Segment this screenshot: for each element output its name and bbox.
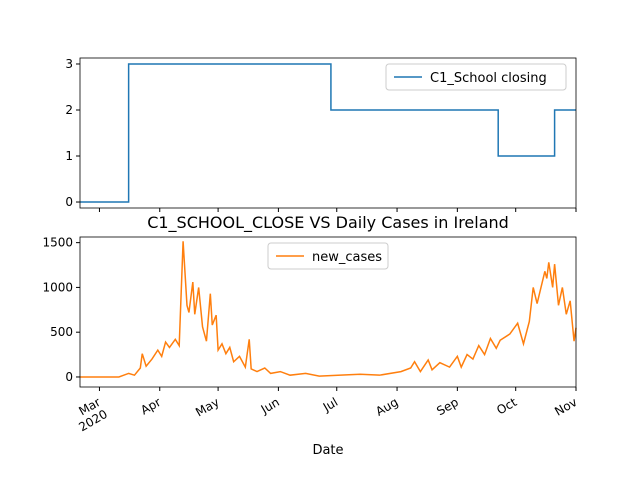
- plot-frame: [79, 57, 577, 209]
- y-tick-label: 2: [65, 103, 73, 117]
- legend-box: [267, 242, 389, 270]
- y-tick-label: 3: [65, 57, 73, 71]
- y-tick-label: 1000: [42, 280, 73, 294]
- y-tick-label: 0: [65, 195, 73, 209]
- y-tick-label: 1: [65, 149, 73, 163]
- data-line: [80, 63, 576, 203]
- chart-title: C1_SCHOOL_CLOSE VS Daily Cases in Irelan…: [147, 213, 509, 233]
- x-tick-label: Aug: [373, 395, 400, 419]
- legend-box: [385, 63, 567, 91]
- legend-label: C1_School closing: [430, 71, 547, 86]
- y-tick-label: 500: [50, 325, 73, 339]
- x-tick-label: Nov: [552, 395, 579, 419]
- plot-frame: [79, 236, 577, 388]
- x-tick-label: Mar2020: [69, 395, 109, 434]
- x-tick-label: Apr: [138, 395, 163, 418]
- y-tick-label: 1500: [42, 236, 73, 250]
- x-tick-label: May: [193, 395, 221, 420]
- x-tick-label: Oct: [494, 395, 519, 418]
- legend-label: new_cases: [312, 250, 382, 265]
- data-line: [80, 241, 577, 378]
- x-tick-label: Sep: [434, 395, 461, 418]
- x-axis-label: Date: [312, 443, 343, 458]
- x-tick-label: Jul: [320, 395, 340, 415]
- x-tick-label: Jun: [258, 395, 282, 417]
- y-tick-label: 0: [65, 370, 73, 384]
